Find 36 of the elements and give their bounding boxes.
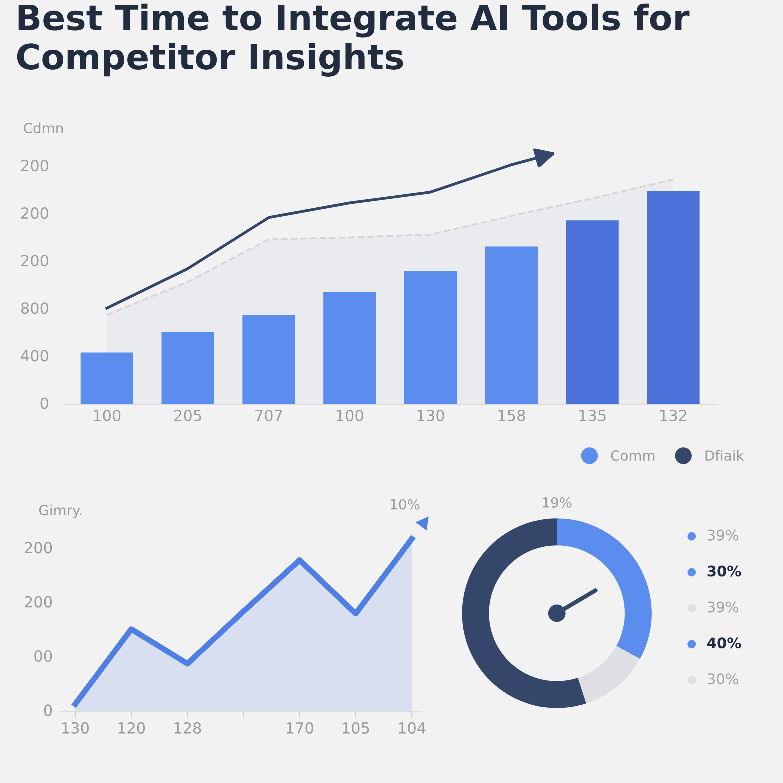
x-tick-label: 105 — [343, 722, 370, 734]
x-tick-label: 128 — [174, 722, 202, 734]
text: 39% — [708, 530, 738, 541]
x-tick-label: 130 — [418, 410, 444, 422]
legend-label: Dfiaik — [706, 450, 744, 462]
x-tick-label: 132 — [660, 410, 687, 422]
text: 400 — [21, 350, 49, 362]
y-axis-title: Cdmn — [24, 122, 63, 134]
text: 30% — [708, 566, 742, 577]
chart-title: Best Time to Integrate AI Tools for Competitor Insights — [17, 4, 690, 77]
x-tick-label: 130 — [62, 722, 90, 734]
text: 0 — [44, 704, 52, 716]
x-tick-label: 120 — [118, 722, 146, 734]
x-tick-label: 158 — [498, 410, 526, 422]
text: 00 — [34, 650, 52, 662]
text: 30% — [708, 674, 738, 685]
text: 0 — [40, 398, 49, 410]
text: 200 — [21, 208, 49, 220]
text: 200 — [25, 542, 52, 554]
text: 19% — [543, 497, 572, 508]
x-tick-label: 707 — [256, 410, 282, 422]
legend-label: Comm — [611, 450, 655, 462]
x-tick-label: 205 — [174, 410, 202, 422]
text: 200 — [21, 160, 49, 172]
text: 200 — [25, 596, 52, 608]
x-tick-label: 135 — [580, 410, 606, 422]
text: 10% — [391, 499, 420, 510]
text: 200 — [21, 255, 49, 267]
x-tick-label: 100 — [336, 410, 364, 422]
text: 800 — [21, 302, 49, 314]
x-tick-label: 104 — [399, 722, 426, 734]
x-tick-label: 170 — [286, 722, 314, 734]
y-axis-title: Gimry. — [39, 504, 82, 518]
text: 40% — [708, 638, 742, 649]
x-tick-label: 100 — [94, 410, 121, 422]
text: 39% — [708, 602, 738, 613]
